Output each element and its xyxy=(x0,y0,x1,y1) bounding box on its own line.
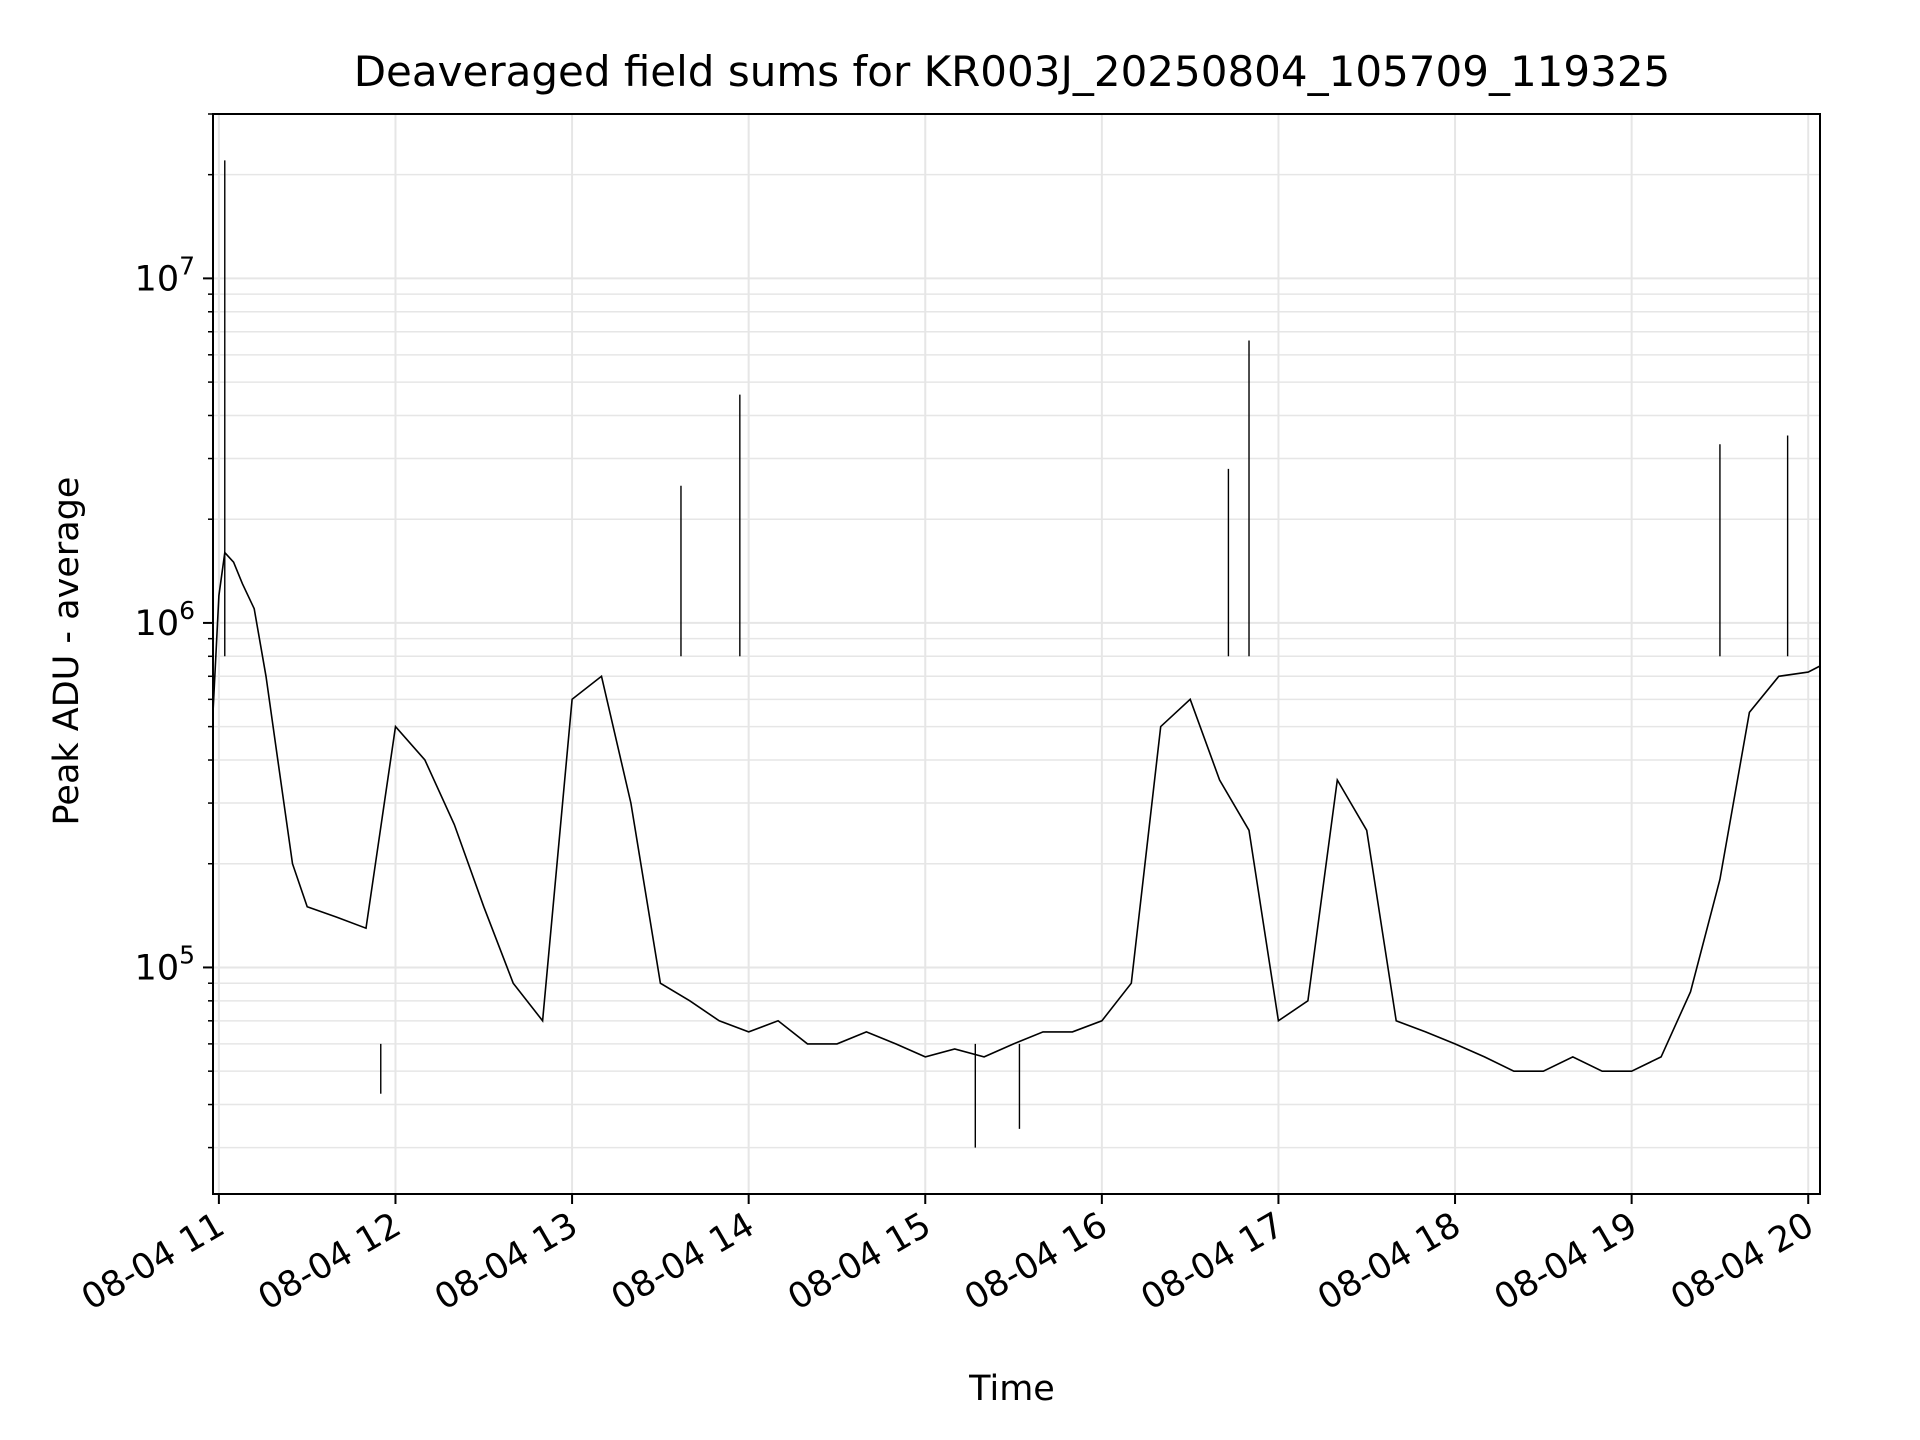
x-tick-label: 08-04 14 xyxy=(605,1205,761,1318)
x-tick-label: 08-04 13 xyxy=(428,1205,584,1318)
x-tick-label: 08-04 11 xyxy=(75,1205,231,1318)
y-tick-base: 10 xyxy=(135,948,180,988)
x-tick-label: 08-04 18 xyxy=(1311,1205,1467,1318)
y-tick-base: 10 xyxy=(135,604,180,644)
y-tick-exponent: 5 xyxy=(179,940,195,969)
x-tick-label: 08-04 16 xyxy=(958,1205,1114,1318)
y-tick-exponent: 6 xyxy=(179,596,195,625)
y-tick-base: 10 xyxy=(135,259,180,299)
x-tick-label: 08-04 19 xyxy=(1488,1205,1644,1318)
x-tick-label: 08-04 12 xyxy=(252,1205,408,1318)
y-tick-label: 107 xyxy=(135,251,195,299)
y-tick-exponent: 7 xyxy=(179,251,195,280)
x-tick-label: 08-04 15 xyxy=(781,1205,937,1318)
chart-title: Deaveraged field sums for KR003J_2025080… xyxy=(354,47,1671,96)
y-axis-label: Peak ADU - average xyxy=(47,477,87,826)
series-line xyxy=(212,160,1821,1148)
grid xyxy=(213,113,1820,1194)
x-tick-label: 08-04 17 xyxy=(1135,1205,1291,1318)
y-tick-label: 106 xyxy=(135,596,195,644)
x-tick-label: 08-04 20 xyxy=(1664,1205,1820,1318)
series-path xyxy=(212,550,1821,1072)
plot-frame xyxy=(212,113,1821,1195)
y-tick-label: 105 xyxy=(135,940,195,988)
x-axis-label: Time xyxy=(968,1369,1055,1409)
